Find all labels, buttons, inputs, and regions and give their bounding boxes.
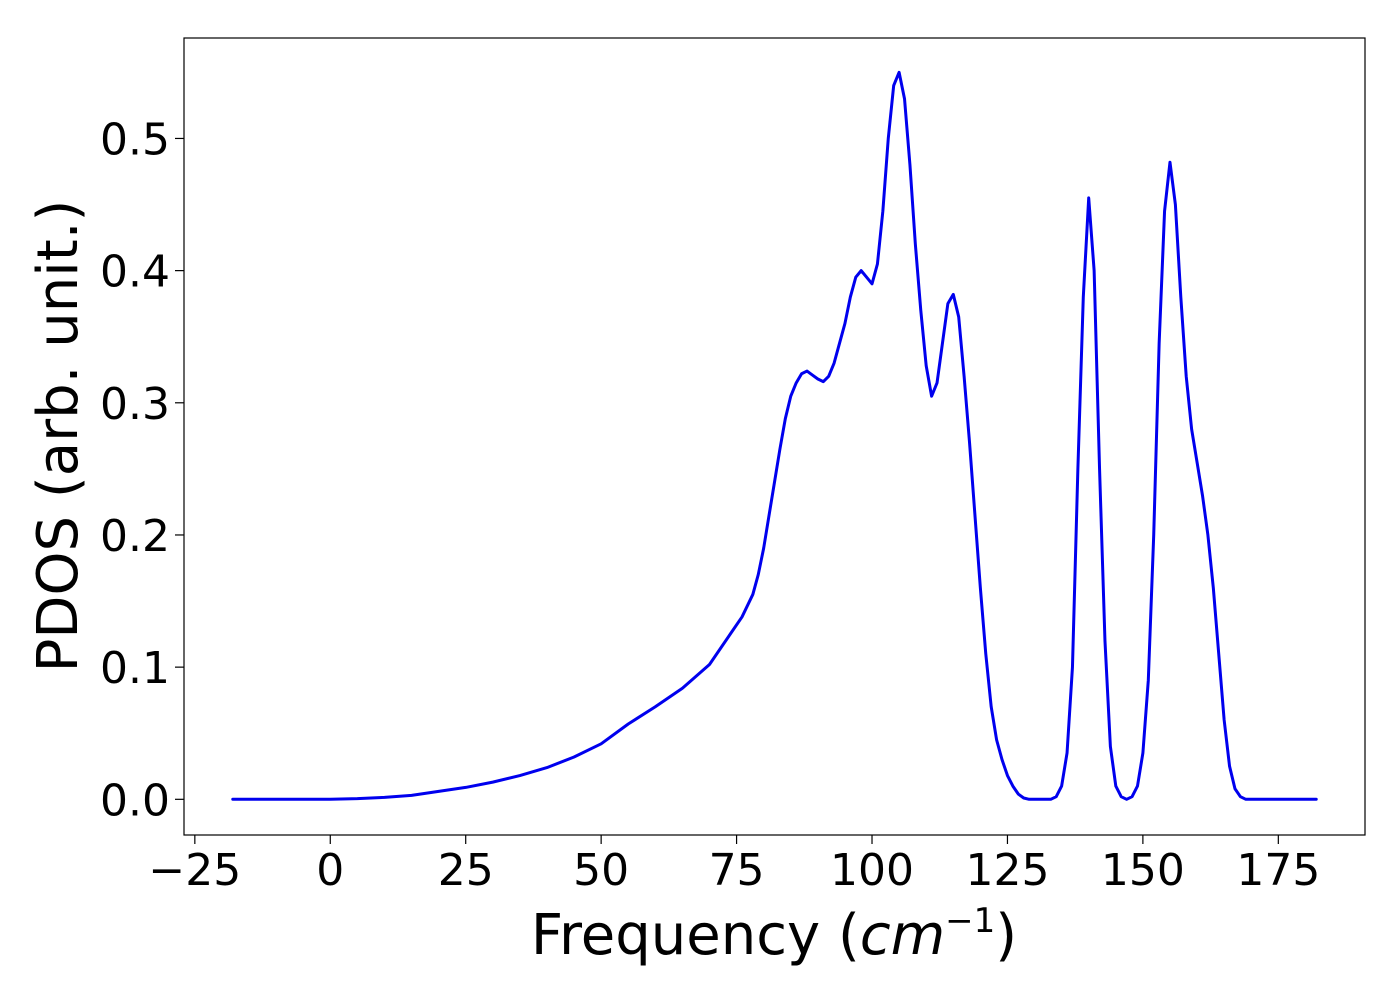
x-tick-label: 175: [1236, 845, 1320, 896]
x-tick-label: 75: [709, 845, 765, 896]
plot-area: [231, 70, 1318, 801]
x-tick-label: 0: [316, 845, 344, 896]
y-tick-label: 0.0: [100, 775, 170, 826]
x-tick-label: 150: [1101, 845, 1185, 896]
pdos-series-line-0: [231, 70, 1318, 801]
x-axis: −25 0 25 50 75 100 125 150 175: [148, 835, 1320, 896]
x-tick-label: 50: [573, 845, 629, 896]
x-tick-label: 125: [965, 845, 1049, 896]
y-tick-label: 0.3: [100, 379, 170, 430]
plot-frame: [183, 37, 1366, 836]
x-tick-label: −25: [148, 845, 241, 896]
x-tick-label: 25: [438, 845, 494, 896]
x-axis-label: Frequency (cm−1): [531, 901, 1017, 968]
y-axis-label: PDOS (arb. unit.): [26, 200, 91, 673]
y-tick-label: 0.2: [100, 511, 170, 562]
y-tick-label: 0.1: [100, 643, 170, 694]
x-tick-label: 100: [830, 845, 914, 896]
y-tick-label: 0.5: [100, 114, 170, 165]
y-axis: 0.0 0.1 0.2 0.3 0.4 0.5: [100, 114, 184, 826]
y-tick-label: 0.4: [100, 247, 170, 298]
